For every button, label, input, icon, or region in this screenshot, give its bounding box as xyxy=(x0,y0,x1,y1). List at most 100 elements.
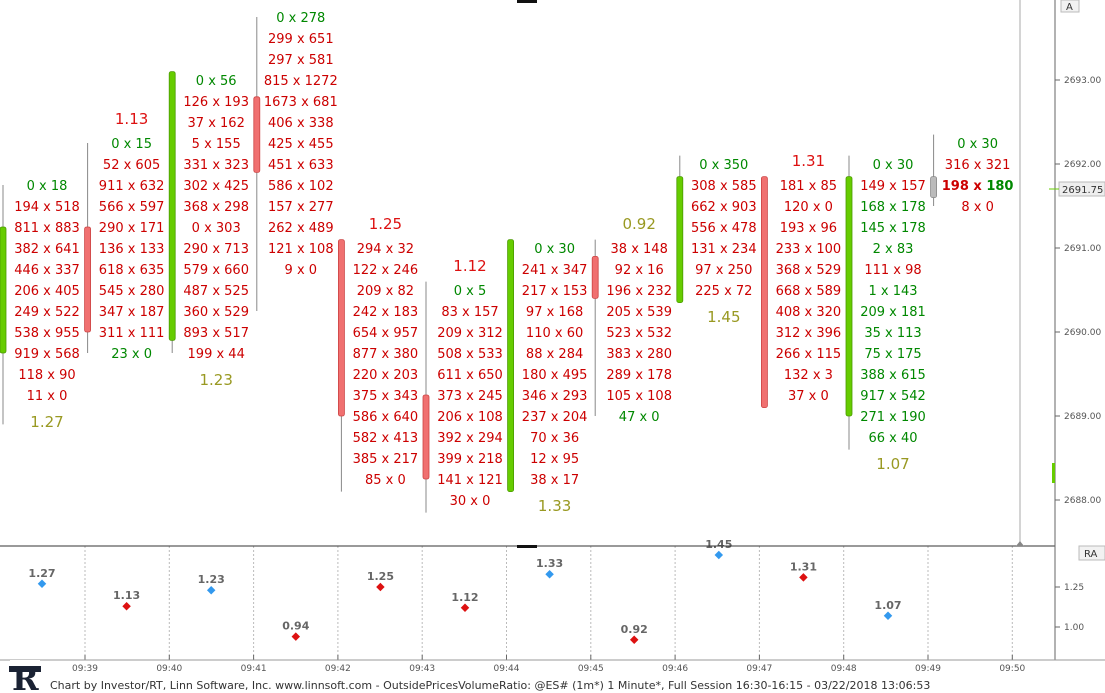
footprint-cell: 141 x 121 xyxy=(437,473,503,488)
footprint-cell: 368 x 529 xyxy=(776,263,842,278)
footprint-cell: 220 x 203 xyxy=(353,368,419,383)
x-tick-label: 09:43 xyxy=(409,664,435,674)
footprint-cell: 289 x 178 xyxy=(606,368,672,383)
x-tick-label: 09:46 xyxy=(662,664,688,674)
footprint-cell: 237 x 204 xyxy=(522,410,588,425)
y-tick-label: 2693.00 xyxy=(1064,76,1101,86)
indicator-y-tick-label: 1.00 xyxy=(1064,623,1084,633)
footprint-cell: 168 x 178 xyxy=(860,200,926,215)
footprint-cell: 311 x 111 xyxy=(99,326,165,341)
footprint-cell: 919 x 568 xyxy=(14,347,80,362)
candle-body xyxy=(253,96,261,173)
indicator-value-label: 1.12 xyxy=(451,591,478,604)
ratio-label: 1.31 xyxy=(792,152,825,170)
footprint-cell: 508 x 533 xyxy=(437,347,503,362)
footprint-cell: 52 x 605 xyxy=(103,158,160,173)
ratio-label: 1.45 xyxy=(707,308,740,326)
footprint-cell: 157 x 277 xyxy=(268,200,334,215)
footprint-cell: 193 x 96 xyxy=(780,221,837,236)
ratio-label: 0.92 xyxy=(622,215,655,233)
footprint-cell: 126 x 193 xyxy=(183,95,249,110)
footprint-cell: 582 x 413 xyxy=(353,431,419,446)
footprint-cell: 209 x 312 xyxy=(437,326,503,341)
footprint-cell: 88 x 284 xyxy=(526,347,583,362)
indicator-point xyxy=(291,632,301,641)
candle-body xyxy=(676,176,684,304)
footprint-cell: 0 x 303 xyxy=(192,221,241,236)
candle-body xyxy=(337,239,345,417)
indicator-value-label: 1.13 xyxy=(113,589,140,602)
footprint-cell: 241 x 347 xyxy=(522,263,588,278)
footprint-cell: 9 x 0 xyxy=(285,263,318,278)
footprint-cell: 5 x 155 xyxy=(192,137,241,152)
footprint-cell: 893 x 517 xyxy=(183,326,249,341)
footprint-cell: 37 x 0 xyxy=(788,389,829,404)
footprint-cell: 136 x 133 xyxy=(99,242,165,257)
footprint-cell: 149 x 157 xyxy=(860,179,926,194)
x-tick-label: 09:50 xyxy=(999,664,1025,674)
candle-body xyxy=(761,176,768,409)
indicator-point xyxy=(206,585,216,595)
indicator-value-label: 1.31 xyxy=(790,560,817,573)
footprint-cell: 105 x 108 xyxy=(606,389,672,404)
pane-handle-top[interactable] xyxy=(517,0,537,3)
y-tick-label: 2689.00 xyxy=(1064,412,1101,422)
footprint-cell: 611 x 650 xyxy=(437,368,503,383)
ratio-label: 1.12 xyxy=(453,257,486,275)
footprint-cell: 122 x 246 xyxy=(353,263,419,278)
footprint-cell: 360 x 529 xyxy=(183,305,249,320)
footprint-cell: 290 x 713 xyxy=(183,242,249,257)
y-tick-label: 2690.00 xyxy=(1064,328,1101,338)
footprint-cell: 425 x 455 xyxy=(268,137,334,152)
footprint-cell-current: 198 x 180 xyxy=(942,179,1014,194)
footprint-cell: 566 x 597 xyxy=(99,200,165,215)
ratio-label: 1.25 xyxy=(369,215,402,233)
footprint-cell: 346 x 293 xyxy=(522,389,588,404)
ratio-label: 1.33 xyxy=(538,497,571,515)
indicator-point xyxy=(629,635,639,645)
footprint-cell: 579 x 660 xyxy=(183,263,249,278)
footprint-cell: 206 x 108 xyxy=(437,410,503,425)
footprint-cell: 297 x 581 xyxy=(268,53,334,68)
footprint-cell: 373 x 245 xyxy=(437,389,503,404)
ratio-label: 1.23 xyxy=(199,371,232,389)
footprint-cell: 316 x 321 xyxy=(945,158,1011,173)
footprint-cell: 118 x 90 xyxy=(18,368,75,383)
footprint-cell: 181 x 85 xyxy=(780,179,837,194)
footprint-cell: 70 x 36 xyxy=(530,431,579,446)
price-pane-tag[interactable] xyxy=(1060,0,1080,13)
scroll-marker-icon xyxy=(1016,541,1024,546)
footprint-cell: 0 x 30 xyxy=(957,137,998,152)
footprint-cell: 38 x 148 xyxy=(611,242,668,257)
footprint-cell: 66 x 40 xyxy=(868,431,917,446)
footprint-cell: 399 x 218 xyxy=(437,452,503,467)
ratio-label: 1.27 xyxy=(30,413,63,431)
footprint-cell: 2 x 83 xyxy=(873,242,914,257)
candle-body xyxy=(168,71,176,341)
indicator-value-label: 1.45 xyxy=(705,538,732,551)
candle-body xyxy=(422,394,430,480)
candle-body xyxy=(930,176,937,199)
footprint-cell: 199 x 44 xyxy=(188,347,245,362)
x-tick-label: 09:39 xyxy=(72,664,98,674)
footprint-cell: 121 x 108 xyxy=(268,242,334,257)
footprint-cell: 331 x 323 xyxy=(183,158,249,173)
x-tick-label: 09:41 xyxy=(241,664,267,674)
footprint-cell: 312 x 396 xyxy=(776,326,842,341)
footprint-cell: 225 x 72 xyxy=(695,284,752,299)
footprint-cell: 111 x 98 xyxy=(864,263,921,278)
footprint-cell: 368 x 298 xyxy=(183,200,249,215)
footprint-cell: 11 x 0 xyxy=(27,389,68,404)
y-tick-label: 2692.00 xyxy=(1064,160,1101,170)
indicator-pane-tag[interactable] xyxy=(1078,545,1105,561)
indicator-pane-label: RA xyxy=(1084,549,1098,560)
footprint-cell: 271 x 190 xyxy=(860,410,926,425)
pane-splitter-handle[interactable] xyxy=(517,545,537,548)
indicator-pane: 1.25 1.00 1.27 1.13 1.23 0.94 1.25 1.12 1.33 0.92… xyxy=(28,538,1084,645)
footprint-cell: 302 x 425 xyxy=(183,179,249,194)
x-tick-label: 09:48 xyxy=(831,664,857,674)
y-tick-label: 2688.00 xyxy=(1064,496,1101,506)
footprint-cell: 180 x 495 xyxy=(522,368,588,383)
footprint-cell: 917 x 542 xyxy=(860,389,926,404)
footprint-cell: 668 x 589 xyxy=(776,284,842,299)
